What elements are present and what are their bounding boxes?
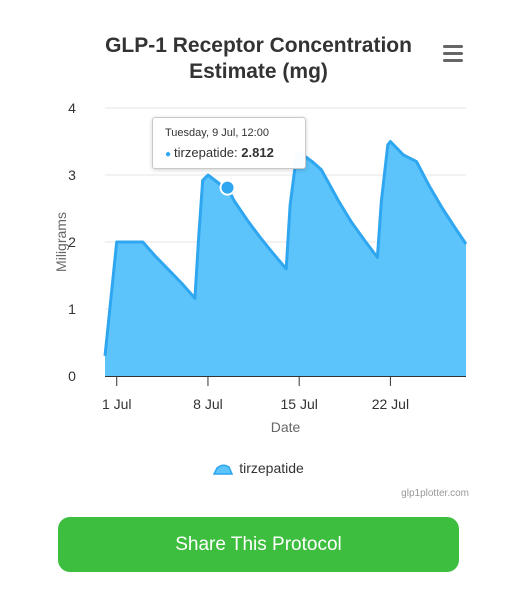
menu-bar [443,45,463,48]
hover-point-marker[interactable] [219,179,236,196]
series-area-tirzepatide[interactable] [105,141,466,377]
chart-title-line-1: GLP-1 Receptor Concentration [105,34,412,57]
y-tick-label: 1 [68,301,76,317]
x-tick-label: 8 Jul [193,396,223,412]
x-axis-title: Date [271,419,301,435]
chart-title: GLP-1 Receptor Concentration Estimate (m… [0,33,517,85]
x-tick-label: 1 Jul [102,396,132,412]
hamburger-menu-icon[interactable] [440,43,466,65]
tooltip-series-name: tirzepatide [174,145,235,160]
menu-bar [443,59,463,62]
y-axis-title: Miligrams [53,212,69,272]
legend-item-tirzepatide[interactable]: tirzepatide [213,460,304,476]
x-axis-ticks: 1 Jul 8 Jul 15 Jul 22 Jul [102,376,409,412]
tooltip-value: 2.812 [241,145,274,160]
tooltip: Tuesday, 9 Jul, 12:00 ● tirzepatide: 2.81… [152,117,306,169]
tooltip-header: Tuesday, 9 Jul, 12:00 [165,127,269,139]
share-protocol-button[interactable]: Share This Protocol [58,517,459,572]
legend-area-icon [213,464,234,476]
series-line-tirzepatide[interactable] [103,140,468,357]
legend-label: tirzepatide [239,460,304,476]
y-tick-label: 2 [68,234,76,250]
credits-link[interactable]: glp1plotter.com [401,488,469,499]
y-tick-label: 3 [68,167,76,183]
series-dot-icon: ● [165,149,172,160]
x-tick-label: 15 Jul [281,396,318,412]
legend: tirzepatide [0,460,517,476]
y-tick-label: 0 [68,368,76,384]
chart-title-line-2: Estimate (mg) [189,60,328,83]
menu-bar [443,52,463,55]
y-axis-ticks: 0 1 2 3 4 [68,100,76,384]
tooltip-value-row: ● tirzepatide: 2.812 [165,145,274,160]
x-tick-label: 22 Jul [372,396,409,412]
y-tick-label: 4 [68,100,76,116]
